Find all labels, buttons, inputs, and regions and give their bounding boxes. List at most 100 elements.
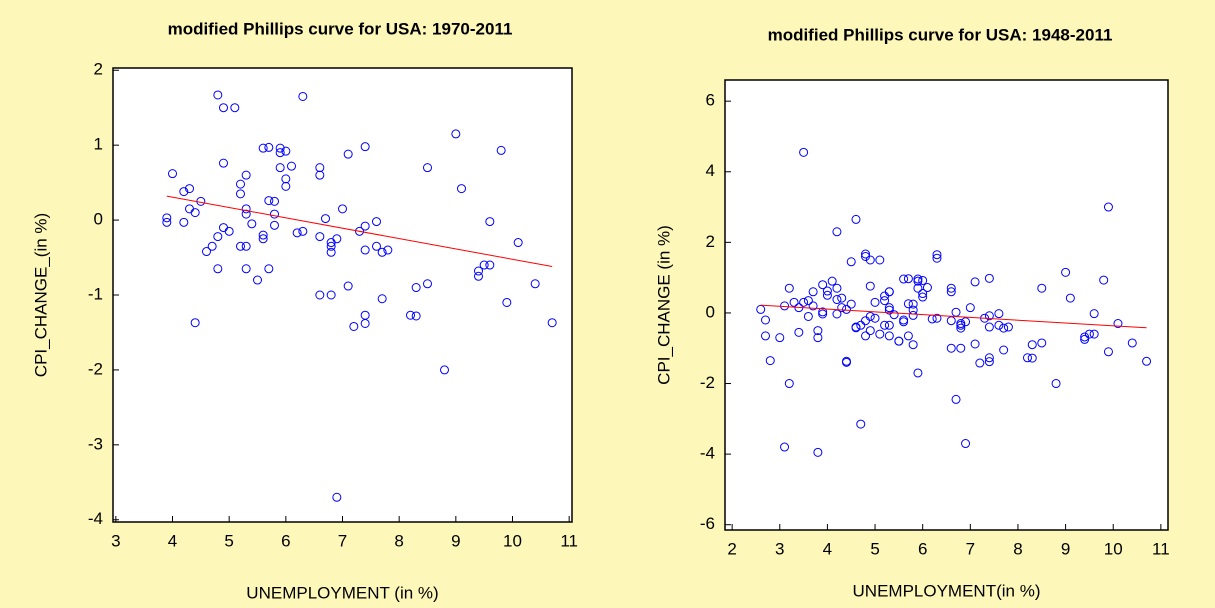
point: [275, 163, 285, 173]
point: [321, 214, 330, 224]
point: [202, 247, 211, 257]
point: [861, 251, 871, 261]
x-tick-label: 8: [394, 531, 403, 550]
point: [760, 331, 770, 341]
point: [984, 353, 994, 363]
point: [913, 274, 923, 284]
y-axis-label: CPI_CHANGE_(in %): [31, 213, 50, 377]
y-tick-label: -4: [700, 444, 715, 463]
point: [841, 304, 851, 314]
plot-area: [724, 79, 1169, 531]
point: [241, 241, 251, 251]
point: [230, 103, 240, 113]
point: [884, 320, 894, 330]
point: [281, 174, 291, 184]
fit-line: [166, 195, 553, 268]
point: [258, 143, 268, 153]
point: [241, 170, 251, 180]
point: [440, 365, 449, 375]
point: [190, 318, 200, 328]
point: [179, 217, 189, 227]
x-tick-label: 3: [775, 539, 784, 558]
point: [884, 303, 894, 313]
fit-line: [760, 304, 1147, 329]
point: [326, 247, 336, 257]
point: [360, 221, 370, 231]
y-tick-label: -1: [88, 284, 103, 303]
point: [247, 219, 257, 229]
x-tick-label: 4: [823, 539, 832, 558]
point: [1003, 322, 1013, 332]
point: [903, 331, 913, 341]
x-tick-label: 9: [451, 531, 460, 550]
x-tick-label: 3: [111, 531, 120, 550]
y-tick-label: -2: [700, 373, 715, 392]
point: [875, 255, 885, 265]
point: [784, 379, 794, 389]
point: [884, 331, 894, 341]
point: [451, 129, 461, 139]
point: [326, 290, 336, 300]
y-tick-label: -3: [88, 434, 103, 453]
point: [253, 275, 262, 285]
point: [270, 220, 279, 230]
point: [851, 322, 861, 332]
point: [851, 214, 861, 224]
point: [1099, 275, 1109, 285]
point: [411, 311, 421, 321]
point: [219, 103, 228, 113]
point: [913, 276, 923, 286]
point: [932, 253, 942, 263]
point: [298, 91, 308, 101]
point: [513, 238, 523, 248]
point: [258, 230, 268, 240]
point: [956, 323, 966, 333]
point: [818, 307, 828, 317]
point: [775, 333, 785, 343]
point: [502, 297, 512, 307]
point: [856, 320, 866, 330]
point: [264, 142, 274, 152]
point: [861, 331, 871, 341]
point: [343, 281, 353, 291]
y-tick-label: 6: [706, 91, 715, 110]
point: [1065, 293, 1075, 303]
point: [984, 322, 994, 332]
point: [865, 281, 875, 291]
point: [903, 274, 913, 284]
x-tick-label: 8: [1013, 539, 1022, 558]
point: [922, 283, 932, 293]
point: [377, 247, 387, 257]
point: [984, 311, 994, 321]
point: [808, 287, 818, 297]
point: [846, 257, 856, 267]
point: [832, 227, 842, 237]
point: [241, 209, 251, 219]
point: [1103, 347, 1113, 357]
point: [236, 189, 245, 199]
point: [496, 145, 506, 155]
y-tick-label: 0: [94, 210, 103, 229]
point: [899, 317, 909, 327]
y-tick-label: 4: [706, 161, 715, 180]
point: [880, 296, 890, 306]
point: [1142, 356, 1152, 366]
point: [946, 287, 956, 297]
point: [287, 161, 296, 171]
x-tick-label: 11: [1152, 539, 1170, 558]
point: [1089, 329, 1099, 339]
point: [794, 327, 804, 337]
point: [827, 276, 837, 286]
point: [856, 419, 866, 429]
point: [961, 439, 971, 449]
y-tick-label: 2: [706, 232, 715, 251]
point: [270, 209, 279, 219]
point: [832, 295, 842, 305]
x-tick-label: 9: [1061, 539, 1070, 558]
point: [908, 310, 918, 320]
point: [1051, 379, 1061, 389]
point: [784, 283, 794, 293]
point: [185, 184, 194, 194]
point: [913, 368, 923, 378]
point: [870, 297, 880, 307]
